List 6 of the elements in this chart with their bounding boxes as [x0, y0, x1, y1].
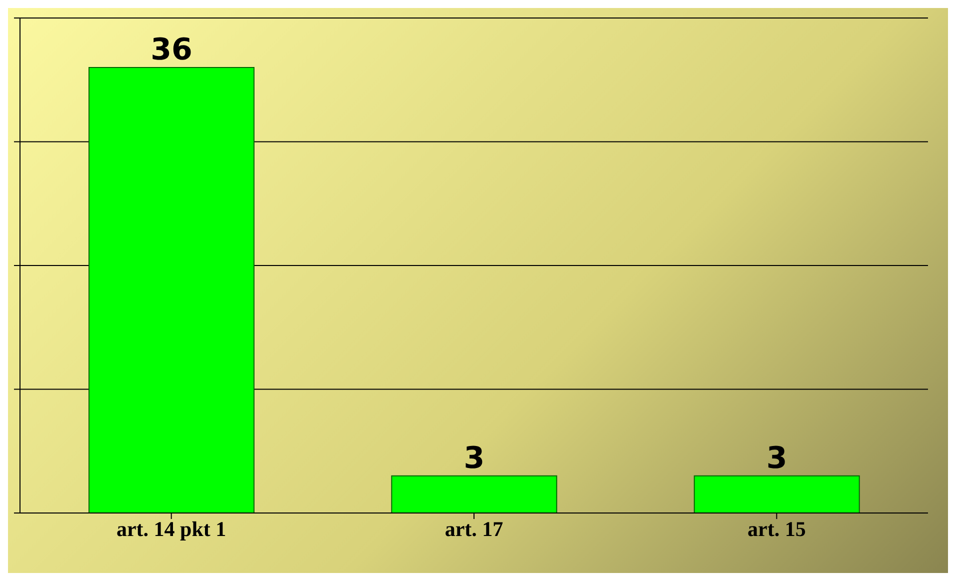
x-tick-label: art. 14 pkt 1: [116, 516, 226, 541]
data-label: 3: [464, 440, 485, 476]
data-label: 36: [150, 32, 192, 68]
x-tick-label: art. 15: [748, 516, 806, 541]
data-label: 3: [766, 440, 788, 476]
x-tick-label: art. 17: [444, 516, 504, 541]
